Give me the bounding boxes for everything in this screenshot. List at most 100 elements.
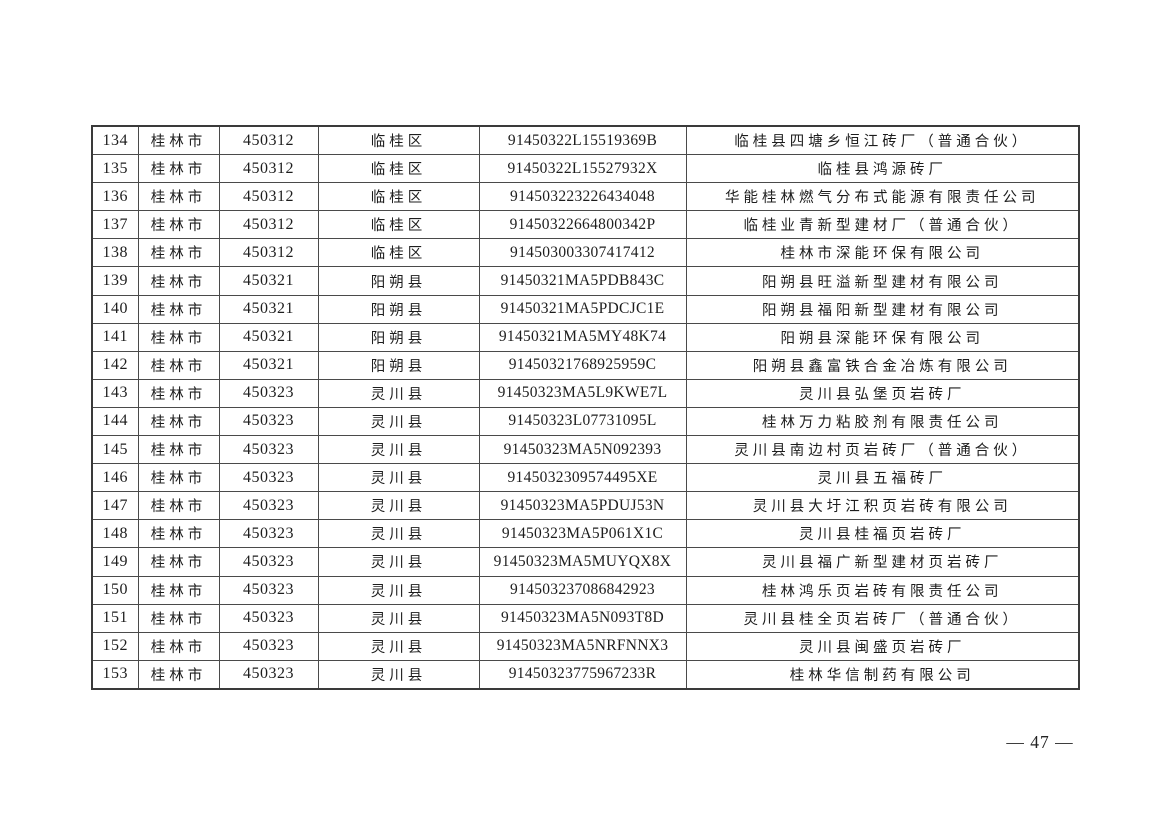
- cell-row-number: 142: [91, 350, 139, 380]
- cell-district-name: 阳朔县: [317, 350, 480, 380]
- cell-district-name: 临桂区: [317, 238, 480, 268]
- cell-company-name: 桂林鸿乐页岩砖有限责任公司: [685, 575, 1080, 605]
- table-row: 142 桂林市 450321 阳朔县 91450321768925959C 阳朔县鑫富铁合…: [91, 350, 1080, 380]
- cell-credit-code: 9145032309574495XE: [478, 463, 687, 493]
- cell-credit-code: 91450323L07731095L: [478, 406, 687, 437]
- table-row: 150 桂林市 450323 灵川县 914503237086842923 桂林鸿乐页岩砖…: [91, 575, 1080, 605]
- cell-city: 桂林市: [137, 294, 220, 324]
- cell-company-name: 灵川县桂福页岩砖厂: [685, 519, 1080, 549]
- table-row: 147 桂林市 450323 灵川县 91450323MA5PDUJ53N 灵川县大圩江积…: [91, 491, 1080, 521]
- table-row: 149 桂林市 450323 灵川县 91450323MA5MUYQX8X 灵川县福广新型…: [91, 547, 1080, 577]
- cell-district-name: 灵川县: [317, 406, 480, 437]
- cell-city: 桂林市: [137, 631, 220, 661]
- cell-credit-code: 91450323MA5PDUJ53N: [478, 491, 687, 521]
- cell-district-code: 450323: [218, 463, 319, 493]
- table-row: 138 桂林市 450312 临桂区 914503003307417412 桂林市深能环保…: [91, 238, 1080, 268]
- cell-credit-code: 91450323775967233R: [478, 659, 687, 690]
- cell-company-name: 桂林市深能环保有限公司: [685, 238, 1080, 268]
- cell-company-name: 阳朔县福阳新型建材有限公司: [685, 294, 1080, 324]
- cell-credit-code: 914503003307417412: [478, 238, 687, 268]
- cell-city: 桂林市: [137, 547, 220, 577]
- cell-district-code: 450323: [218, 406, 319, 437]
- cell-district-code: 450323: [218, 631, 319, 661]
- cell-city: 桂林市: [137, 603, 220, 633]
- table-body: 134 桂林市 450312 临桂区 91450322L15519369B 临桂县四塘乡恒…: [91, 125, 1080, 690]
- cell-district-name: 阳朔县: [317, 266, 480, 296]
- cell-company-name: 灵川县大圩江积页岩砖有限公司: [685, 491, 1080, 521]
- table-row: 152 桂林市 450323 灵川县 91450323MA5NRFNNX3 灵川县闽盛页岩…: [91, 631, 1080, 661]
- cell-credit-code: 91450323MA5N092393: [478, 435, 687, 465]
- cell-row-number: 151: [91, 603, 139, 633]
- table-row: 136 桂林市 450312 临桂区 914503223226434048 华能桂林燃气分…: [91, 182, 1080, 212]
- cell-city: 桂林市: [137, 238, 220, 268]
- cell-district-code: 450312: [218, 125, 319, 156]
- table-row: 144 桂林市 450323 灵川县 91450323L07731095L 桂林万力粘胶剂…: [91, 406, 1080, 437]
- cell-row-number: 143: [91, 378, 139, 408]
- cell-row-number: 148: [91, 519, 139, 549]
- cell-district-name: 灵川县: [317, 631, 480, 661]
- cell-city: 桂林市: [137, 575, 220, 605]
- table-row: 139 桂林市 450321 阳朔县 91450321MA5PDB843C 阳朔县旺溢新型…: [91, 266, 1080, 296]
- cell-credit-code: 91450323MA5NRFNNX3: [478, 631, 687, 661]
- cell-credit-code: 91450321MA5PDB843C: [478, 266, 687, 296]
- cell-credit-code: 914503223226434048: [478, 182, 687, 212]
- cell-company-name: 阳朔县旺溢新型建材有限公司: [685, 266, 1080, 296]
- cell-company-name: 灵川县弘堡页岩砖厂: [685, 378, 1080, 408]
- cell-company-name: 临桂业青新型建材厂（普通合伙）: [685, 210, 1080, 240]
- cell-district-name: 阳朔县: [317, 294, 480, 324]
- cell-city: 桂林市: [137, 406, 220, 437]
- cell-city: 桂林市: [137, 378, 220, 408]
- cell-row-number: 139: [91, 266, 139, 296]
- cell-district-name: 阳朔县: [317, 322, 480, 352]
- page-number: — 47 —: [1006, 732, 1074, 752]
- cell-row-number: 150: [91, 575, 139, 605]
- cell-city: 桂林市: [137, 154, 220, 184]
- table-row: 134 桂林市 450312 临桂区 91450322L15519369B 临桂县四塘乡恒…: [91, 125, 1080, 156]
- table-row: 145 桂林市 450323 灵川县 91450323MA5N092393 灵川县南边村页…: [91, 435, 1080, 465]
- cell-company-name: 临桂县鸿源砖厂: [685, 154, 1080, 184]
- cell-city: 桂林市: [137, 125, 220, 156]
- cell-credit-code: 91450323MA5N093T8D: [478, 603, 687, 633]
- table-row: 137 桂林市 450312 临桂区 91450322664800342P 临桂业青新型建…: [91, 210, 1080, 240]
- cell-credit-code: 91450321MA5PDCJC1E: [478, 294, 687, 324]
- cell-company-name: 阳朔县鑫富铁合金冶炼有限公司: [685, 350, 1080, 380]
- cell-district-code: 450312: [218, 154, 319, 184]
- cell-district-code: 450321: [218, 322, 319, 352]
- cell-credit-code: 91450322664800342P: [478, 210, 687, 240]
- cell-credit-code: 91450322L15527932X: [478, 154, 687, 184]
- cell-district-code: 450323: [218, 603, 319, 633]
- cell-credit-code: 91450323MA5MUYQX8X: [478, 547, 687, 577]
- table-row: 140 桂林市 450321 阳朔县 91450321MA5PDCJC1E 阳朔县福阳新型…: [91, 294, 1080, 324]
- cell-credit-code: 914503237086842923: [478, 575, 687, 605]
- cell-district-name: 灵川县: [317, 547, 480, 577]
- cell-district-code: 450323: [218, 435, 319, 465]
- cell-city: 桂林市: [137, 182, 220, 212]
- cell-row-number: 141: [91, 322, 139, 352]
- cell-district-code: 450323: [218, 659, 319, 690]
- cell-district-code: 450323: [218, 491, 319, 521]
- cell-district-code: 450323: [218, 547, 319, 577]
- cell-row-number: 149: [91, 547, 139, 577]
- table-row: 135 桂林市 450312 临桂区 91450322L15527932X 临桂县鸿源砖厂: [91, 154, 1080, 184]
- cell-district-code: 450323: [218, 519, 319, 549]
- cell-company-name: 灵川县闽盛页岩砖厂: [685, 631, 1080, 661]
- cell-district-code: 450323: [218, 575, 319, 605]
- cell-row-number: 152: [91, 631, 139, 661]
- cell-row-number: 138: [91, 238, 139, 268]
- cell-row-number: 135: [91, 154, 139, 184]
- cell-district-name: 灵川县: [317, 463, 480, 493]
- cell-district-name: 临桂区: [317, 182, 480, 212]
- cell-row-number: 147: [91, 491, 139, 521]
- cell-district-name: 临桂区: [317, 154, 480, 184]
- cell-city: 桂林市: [137, 350, 220, 380]
- table-row: 141 桂林市 450321 阳朔县 91450321MA5MY48K74 阳朔县深能环保…: [91, 322, 1080, 352]
- cell-credit-code: 91450323MA5P061X1C: [478, 519, 687, 549]
- cell-row-number: 137: [91, 210, 139, 240]
- cell-city: 桂林市: [137, 435, 220, 465]
- cell-company-name: 桂林华信制药有限公司: [685, 659, 1080, 690]
- table-row: 143 桂林市 450323 灵川县 91450323MA5L9KWE7L 灵川县弘堡页岩…: [91, 378, 1080, 408]
- cell-row-number: 146: [91, 463, 139, 493]
- cell-city: 桂林市: [137, 322, 220, 352]
- cell-company-name: 临桂县四塘乡恒江砖厂（普通合伙）: [685, 125, 1080, 156]
- cell-row-number: 153: [91, 659, 139, 690]
